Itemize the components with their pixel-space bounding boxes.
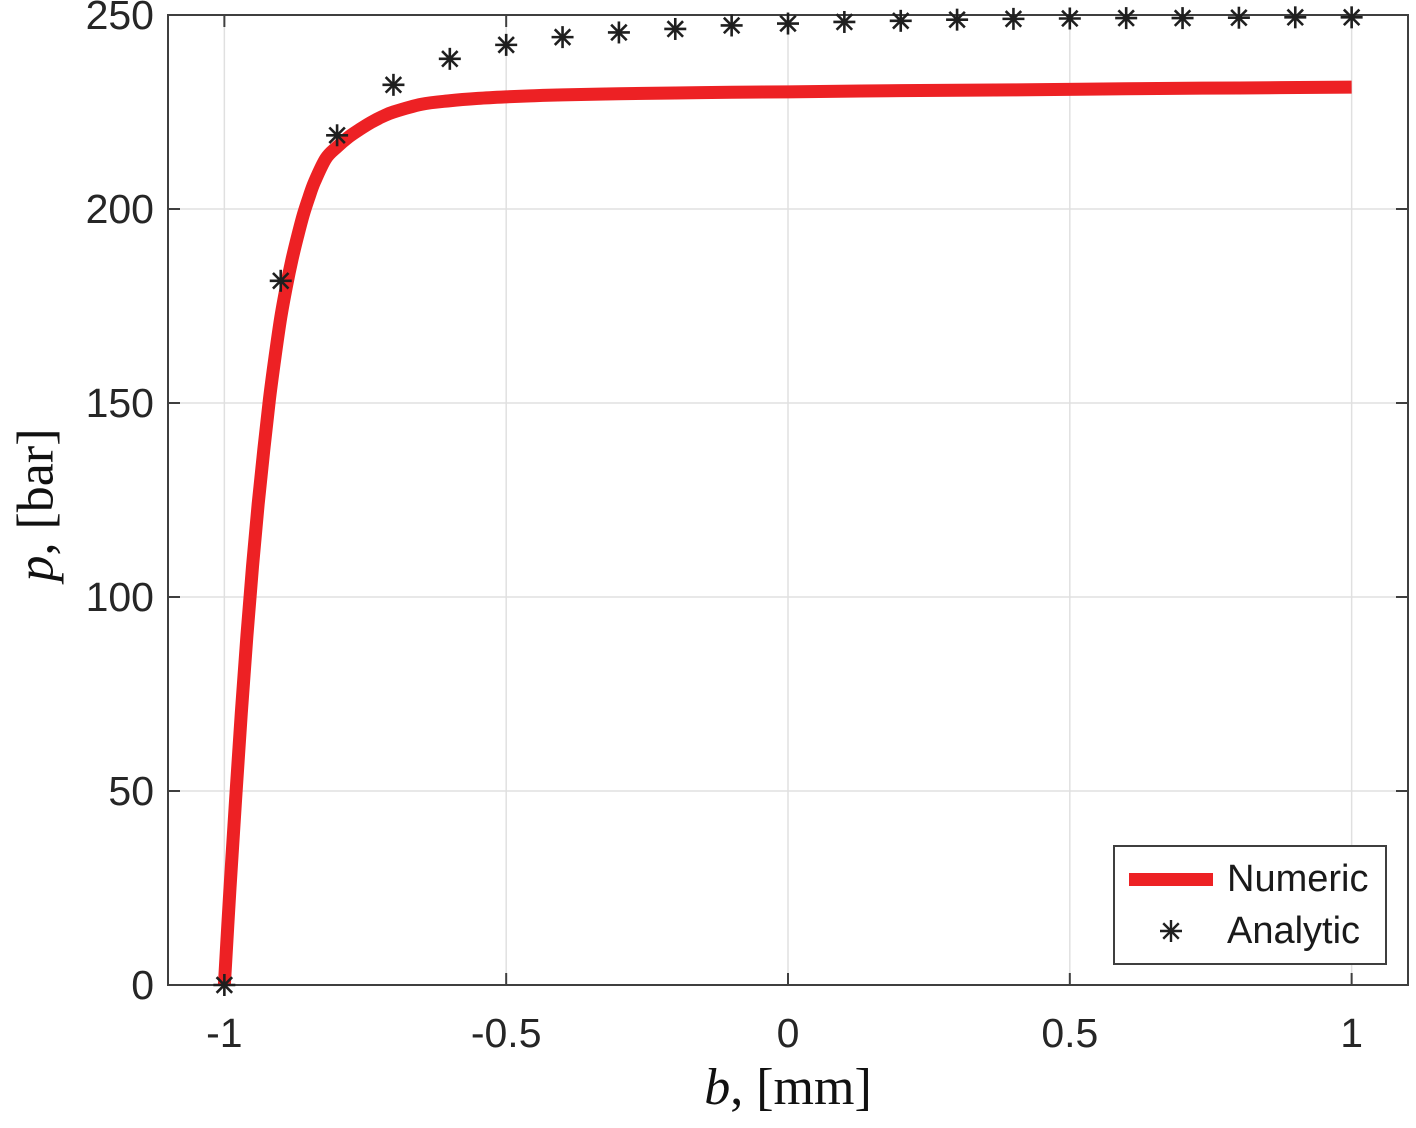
analytic-marker — [720, 14, 743, 37]
numeric-curve — [217, 80, 1352, 986]
analytic-marker — [777, 12, 799, 35]
analytic-marker — [946, 8, 969, 31]
analytic-marker — [382, 73, 405, 96]
y-axis-unit: , [bar] — [7, 428, 65, 556]
analytic-marker — [1160, 919, 1182, 942]
x-axis-unit: , [mm] — [730, 1059, 872, 1116]
y-tick-label: 100 — [86, 574, 154, 620]
legend-swatch-area — [1115, 918, 1227, 944]
y-tick-label: 200 — [86, 186, 154, 232]
x-tick-label: 0 — [777, 1010, 800, 1056]
y-tick-label: 0 — [131, 962, 154, 1008]
y-axis-label: p, [bar] — [7, 428, 66, 581]
analytic-marker — [438, 47, 461, 70]
analytic-marker — [889, 9, 912, 32]
x-tick-label: -0.5 — [471, 1010, 542, 1056]
x-tick-label: 1 — [1340, 1010, 1363, 1056]
analytic-marker — [1227, 6, 1250, 29]
y-tick-label: 150 — [86, 380, 154, 426]
y-tick-label: 50 — [108, 768, 154, 814]
analytic-marker — [1115, 7, 1138, 30]
x-axis-label: b, [mm] — [168, 1058, 1408, 1117]
analytic-marker — [551, 26, 574, 49]
legend-swatch-area — [1115, 872, 1227, 886]
analytic-marker — [664, 17, 687, 40]
asterisk-marker-icon — [1160, 919, 1182, 942]
analytic-marker — [1058, 7, 1081, 30]
analytic-marker — [326, 124, 349, 147]
legend-label-numeric: Numeric — [1227, 858, 1369, 901]
numeric-line-swatch — [1129, 872, 1213, 886]
analytic-marker — [607, 21, 630, 44]
x-tick-label: 0.5 — [1041, 1010, 1098, 1056]
analytic-marker — [495, 33, 518, 56]
analytic-marker — [269, 269, 292, 292]
legend-item-analytic: Analytic — [1115, 912, 1385, 950]
analytic-marker — [1171, 7, 1194, 30]
x-tick-label: -1 — [206, 1010, 242, 1056]
y-tick-label: 250 — [86, 0, 154, 38]
legend-item-numeric: Numeric — [1115, 860, 1385, 898]
analytic-marker — [1284, 6, 1307, 29]
analytic-marker — [833, 10, 856, 33]
analytic-marker — [1002, 7, 1025, 30]
legend-label-analytic: Analytic — [1227, 909, 1361, 952]
x-axis-variable: b — [704, 1059, 731, 1116]
analytic-marker — [213, 974, 236, 996]
analytic-marker — [1340, 6, 1363, 29]
y-axis-variable: p — [7, 555, 65, 582]
legend: Numeric Analytic — [1113, 845, 1387, 965]
